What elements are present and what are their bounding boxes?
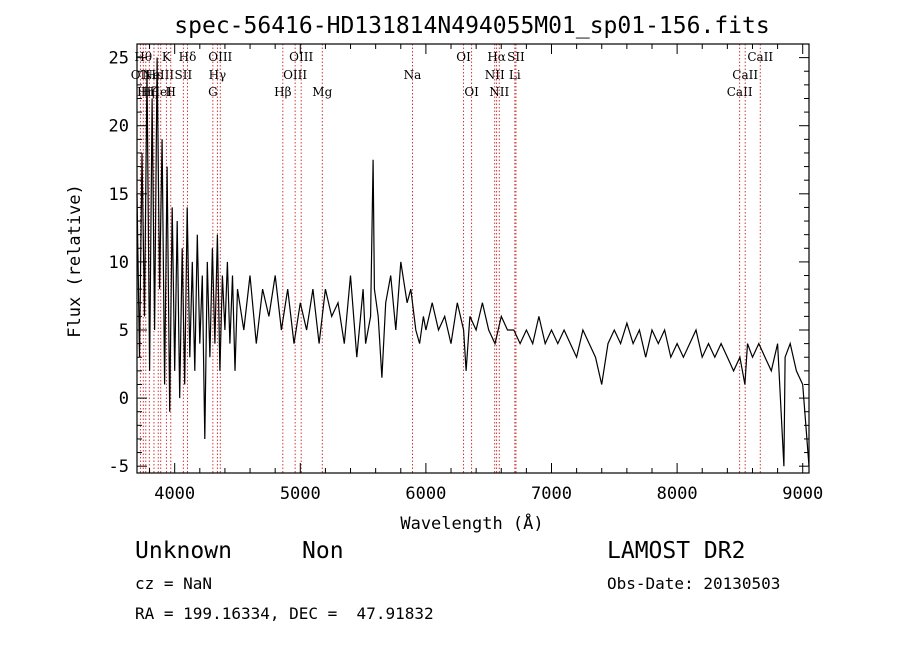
spectral-line-label: Hζ [141, 85, 158, 99]
plot-frame [136, 43, 810, 474]
object-class: Non [302, 538, 344, 564]
axis-ticks [137, 43, 809, 473]
survey-name: LAMOST DR2 [607, 538, 746, 564]
x-tick-label: 7000 [531, 484, 572, 504]
spectral-line-label: Hγ [209, 68, 227, 82]
y-axis-label: Flux (relative) [65, 184, 85, 338]
x-tick-label: 5000 [280, 484, 321, 504]
spectral-line-label: Na [404, 68, 422, 82]
spectral-line-label: OI [464, 85, 479, 99]
spectral-line-label: NII [489, 85, 509, 99]
axis-tick-labels: 4000 5000 6000 7000 8000 9000 -5 0 5 10 15 20 25 [109, 49, 824, 504]
y-tick-label: 10 [109, 253, 129, 273]
spectral-line-label: Hη [137, 85, 155, 99]
spectral-line-label: CaII [727, 85, 753, 99]
x-tick-label: 6000 [405, 484, 446, 504]
y-tick-label: 20 [109, 117, 129, 137]
spectral-line-label: Mg [312, 85, 332, 99]
spectral-line-label: SII [507, 50, 525, 64]
x-axis-label: Wavelength (Å) [400, 512, 543, 534]
spectral-line-label: K [162, 50, 172, 64]
spectrum-series-line [136, 57, 810, 467]
chart-title: spec-56416-HD131814N494055M01_sp01-156.f… [174, 13, 769, 39]
spectral-line-label: OIII [208, 50, 232, 64]
spectral-line-label: G [208, 85, 218, 99]
spectral-line-label: Hε [146, 68, 163, 82]
object-type: Unknown [135, 538, 232, 564]
spectral-line-label: H [166, 85, 176, 99]
spectral-line-label: CaII [747, 50, 773, 64]
y-tick-label: 25 [109, 49, 129, 69]
coordinates: RA = 199.16334, DEC = 47.91832 [135, 604, 434, 623]
spectral-line-label: OI [456, 50, 471, 64]
x-tick-label: 8000 [657, 484, 698, 504]
redshift-cz: cz = NaN [135, 574, 213, 593]
spectral-line-label: Hβ [274, 85, 291, 99]
spectral-line-label: OIII [289, 50, 313, 64]
spectral-line-label: Hδ [179, 50, 197, 64]
spectral-line-label: Li [509, 68, 521, 82]
x-tick-label: 9000 [782, 484, 823, 504]
y-tick-label: 5 [119, 321, 129, 341]
spectral-line-label: OIII [283, 68, 307, 82]
y-tick-label: -5 [109, 457, 129, 477]
observation-date: Obs-Date: 20130503 [607, 574, 781, 593]
spectral-line-label: CaII [732, 68, 758, 82]
y-tick-label: 15 [109, 185, 129, 205]
spectral-line-label: NII [485, 68, 505, 82]
spectral-line-label: SII [174, 68, 192, 82]
spectral-line-label: NeIII [142, 68, 174, 82]
spectral-line-label: Hθ [134, 50, 152, 64]
spectral-line-label: HeI [150, 85, 173, 99]
spectral-line-label: OII [131, 68, 151, 82]
y-tick-label: 0 [119, 389, 129, 409]
spectral-line-label: Hα [487, 50, 506, 64]
spectrum-chart: spec-56416-HD131814N494055M01_sp01-156.f… [65, 13, 824, 534]
x-tick-label: 4000 [154, 484, 195, 504]
